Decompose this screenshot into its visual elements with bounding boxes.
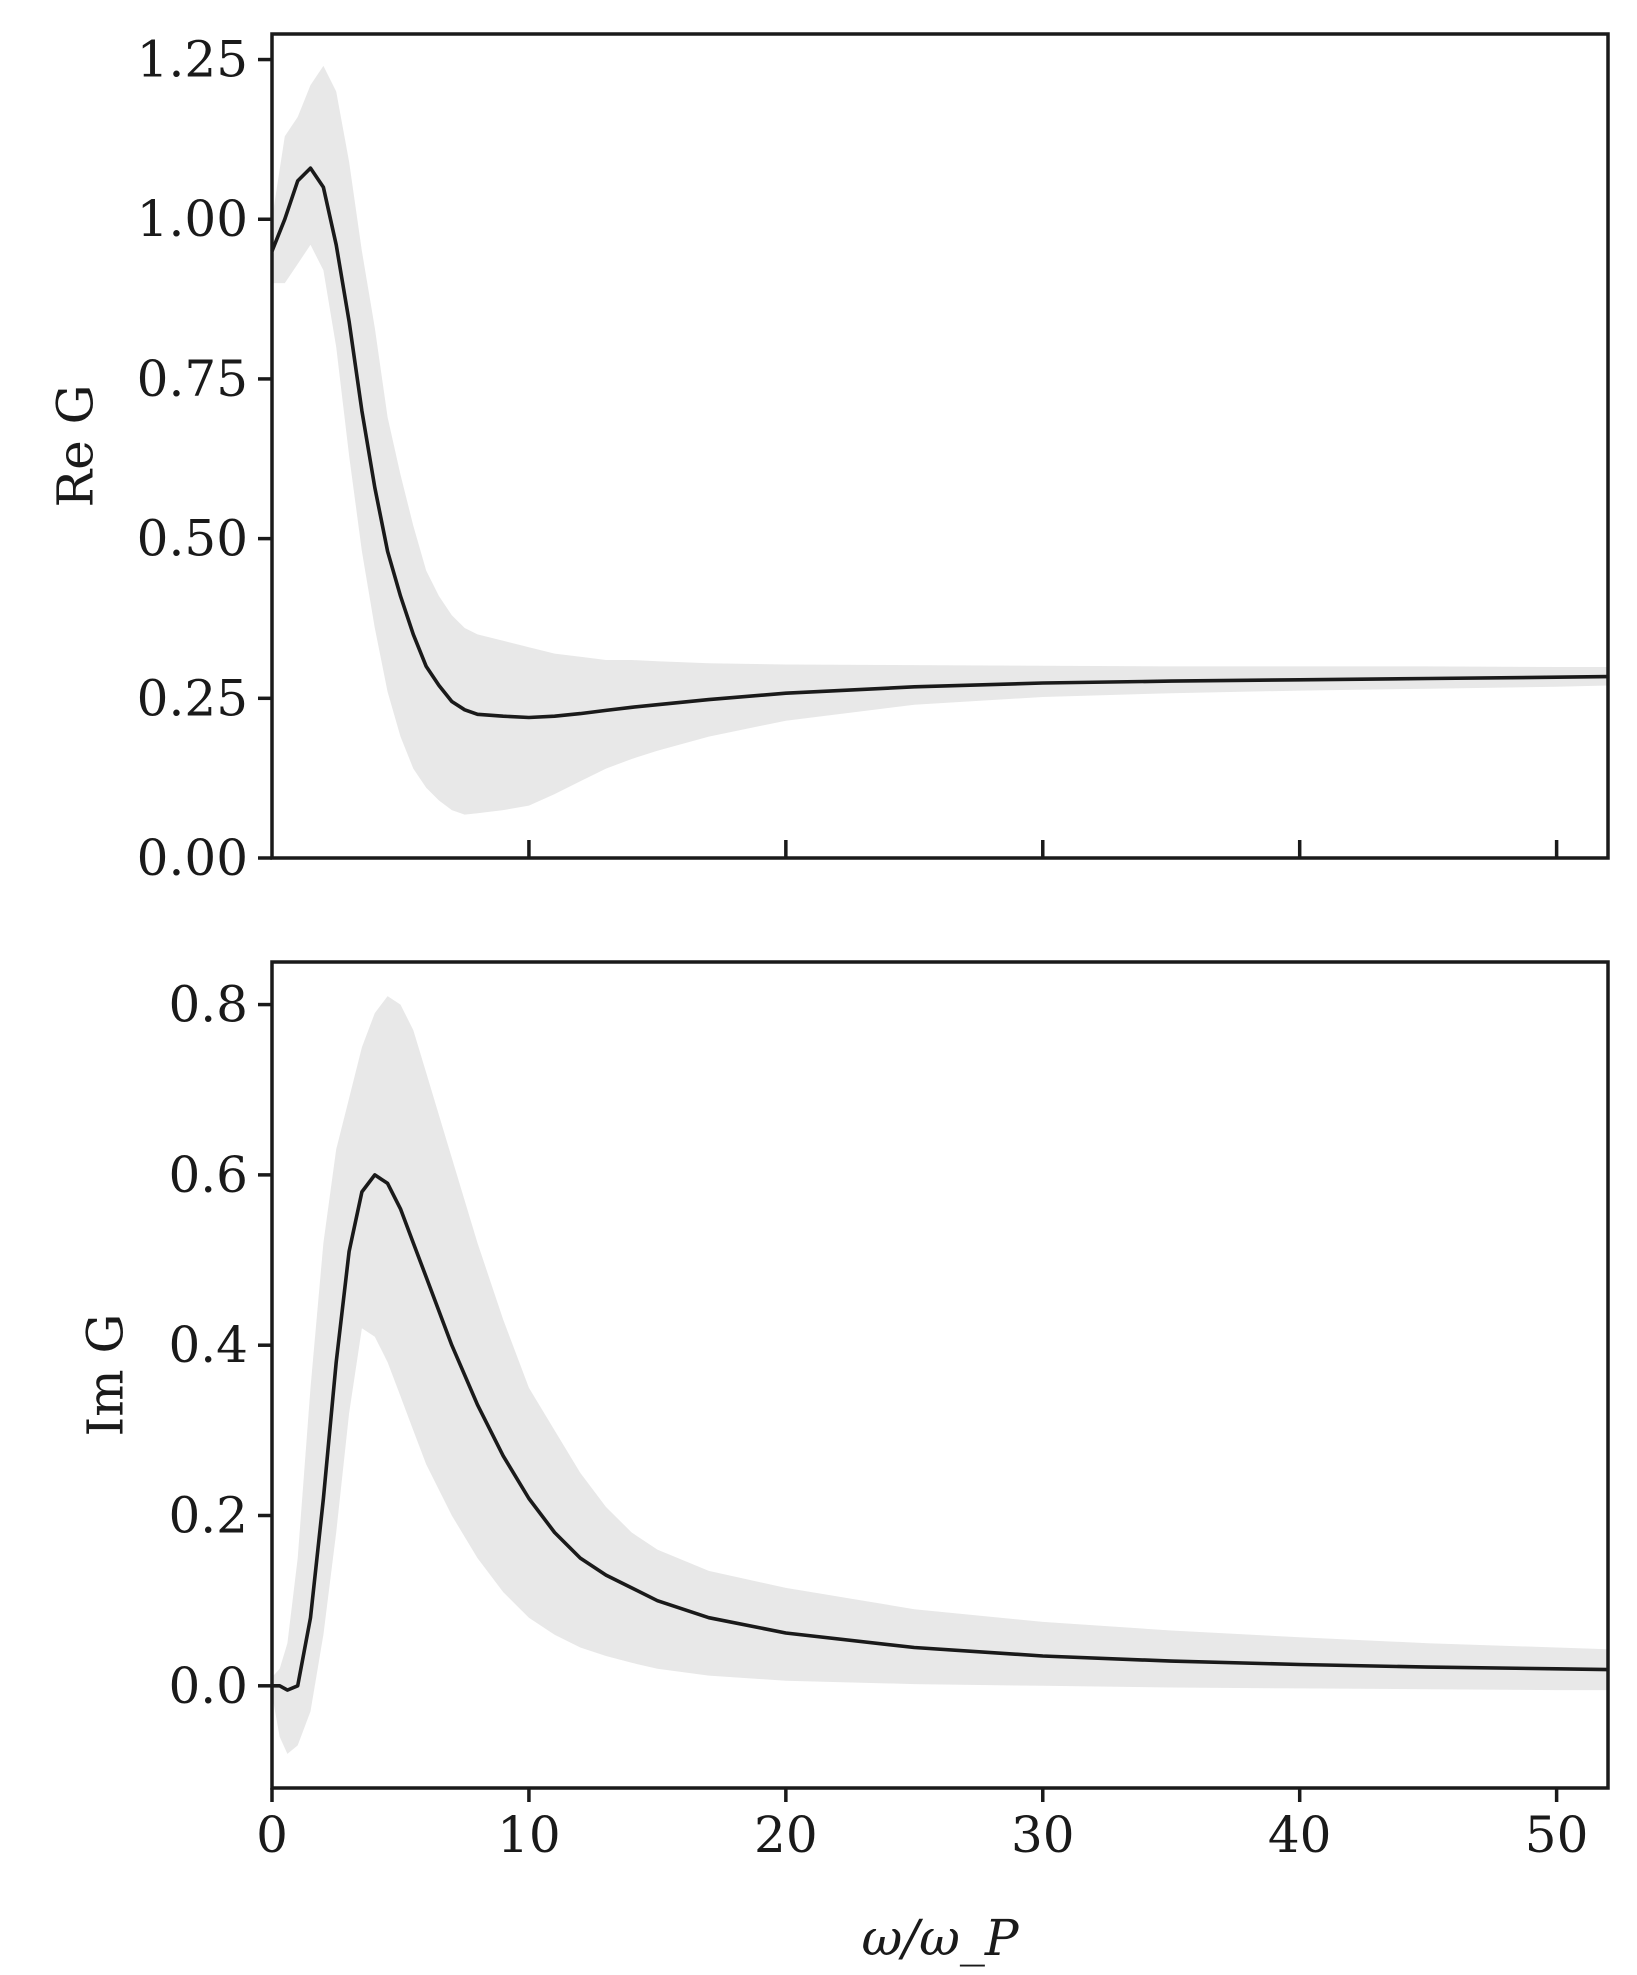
im-g-y-tick-label: 0.8 bbox=[168, 976, 248, 1034]
re-g-y-tick-label: 0.50 bbox=[137, 510, 248, 568]
re-g-plot-frame bbox=[270, 32, 1610, 860]
im-g-y-axis-title: Im G bbox=[77, 1314, 135, 1437]
re-g-y-tick-label: 1.25 bbox=[137, 31, 248, 89]
im-g-panel: 0.0 0.2 0.4 0.6 0.8 0 10 20 30 40 50 Im G ω/ω_P bbox=[77, 960, 1610, 1967]
im-g-x-tick-label: 40 bbox=[1268, 1806, 1332, 1864]
im-g-line bbox=[272, 1173, 1609, 1692]
im-g-y-tick-label: 0.2 bbox=[168, 1487, 248, 1545]
re-g-y-tick-label: 0.00 bbox=[137, 829, 248, 887]
re-g-uncertainty-band bbox=[272, 65, 1608, 815]
x-axis-title: ω/ω_P bbox=[861, 1909, 1019, 1967]
im-g-y-axis: 0.0 0.2 0.4 0.6 0.8 bbox=[168, 976, 272, 1715]
im-g-x-axis: 0 10 20 30 40 50 bbox=[256, 1788, 1588, 1864]
re-g-line bbox=[270, 166, 1609, 720]
re-g-panel: 0.00 0.25 0.50 0.75 1.00 1.25 Re G bbox=[47, 31, 1610, 887]
re-g-x-axis bbox=[527, 840, 1559, 858]
im-g-x-tick-label: 10 bbox=[497, 1806, 561, 1864]
im-g-x-tick-label: 50 bbox=[1525, 1806, 1589, 1864]
im-g-x-tick-label: 0 bbox=[256, 1806, 288, 1864]
im-g-plot-frame bbox=[270, 960, 1610, 1790]
im-g-uncertainty-band bbox=[272, 996, 1608, 1754]
re-g-y-tick-label: 0.75 bbox=[137, 350, 248, 408]
im-g-y-tick-label: 0.6 bbox=[168, 1146, 248, 1204]
im-g-x-tick-label: 20 bbox=[754, 1806, 818, 1864]
im-g-x-tick-label: 30 bbox=[1011, 1806, 1075, 1864]
im-g-y-tick-label: 0.0 bbox=[168, 1657, 248, 1715]
re-g-y-axis-title: Re G bbox=[47, 384, 105, 507]
re-g-y-axis: 0.00 0.25 0.50 0.75 1.00 1.25 bbox=[137, 31, 272, 887]
im-g-y-tick-label: 0.4 bbox=[168, 1316, 248, 1374]
re-g-y-tick-label: 1.00 bbox=[137, 190, 248, 248]
re-g-y-tick-label: 0.25 bbox=[137, 669, 248, 727]
